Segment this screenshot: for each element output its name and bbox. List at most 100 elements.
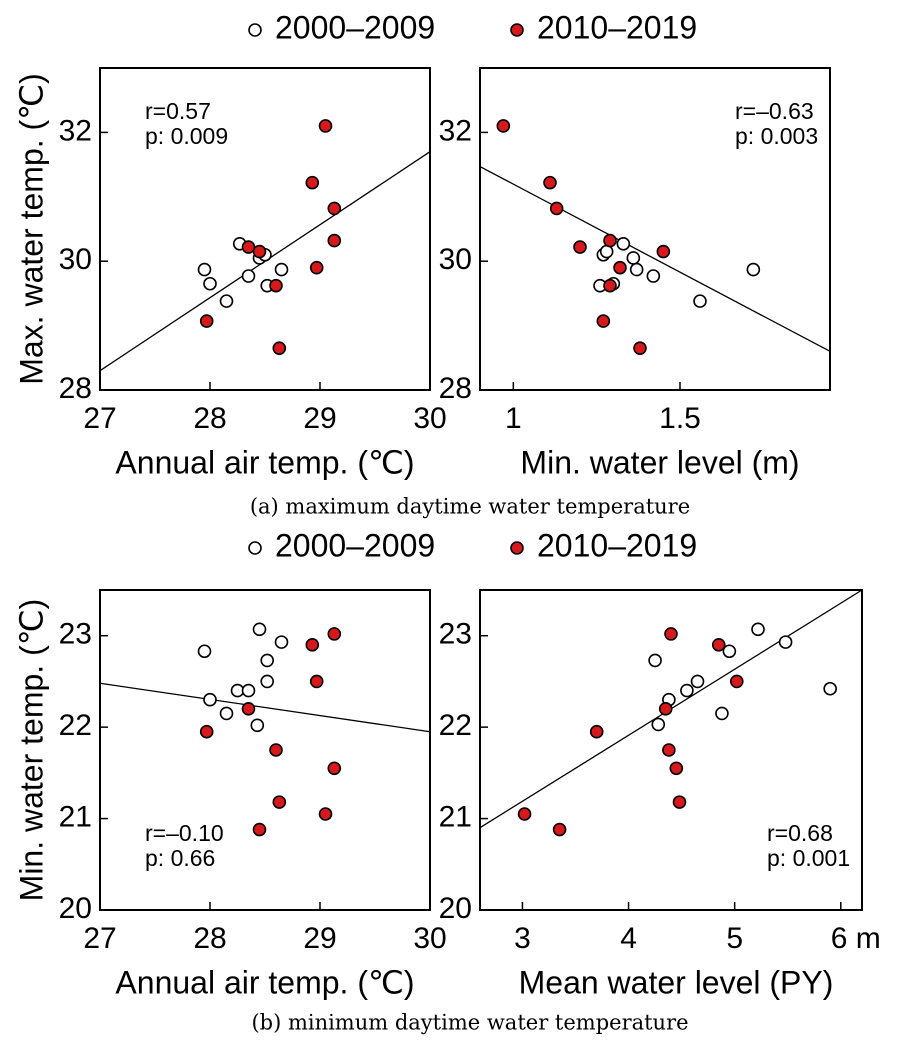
scatter-point bbox=[197, 262, 212, 277]
scatter-point bbox=[603, 233, 617, 248]
scatter-point bbox=[274, 262, 289, 277]
trend-line bbox=[479, 165, 831, 352]
y-tick-label: 23 bbox=[59, 618, 92, 651]
scatter-point bbox=[613, 260, 627, 275]
x-tick-label: 5 bbox=[726, 922, 743, 955]
x-tick-label: 1 bbox=[505, 402, 522, 435]
scatter-point bbox=[272, 341, 287, 355]
scatter-point bbox=[646, 269, 661, 283]
scatter-point bbox=[626, 251, 641, 265]
scatter-point bbox=[552, 822, 567, 837]
y-tick-label: 20 bbox=[439, 892, 472, 925]
x-tick-label: 28 bbox=[193, 922, 226, 955]
scatter-point bbox=[651, 717, 666, 732]
caption: (a) maximum daytime water temperature bbox=[250, 495, 690, 519]
scatter-point bbox=[690, 674, 705, 689]
x-tick-label: 30 bbox=[413, 402, 446, 435]
x-tick-label: 1.5 bbox=[659, 402, 701, 435]
scatter-point bbox=[648, 653, 662, 668]
scatter-point bbox=[664, 627, 678, 641]
legend-label: 2010–2019 bbox=[537, 9, 697, 45]
legend-marker bbox=[248, 23, 262, 37]
scatter-point bbox=[274, 635, 289, 649]
scatter-point bbox=[823, 681, 837, 696]
scatter-point bbox=[318, 119, 333, 133]
annotation: r=0.68 bbox=[767, 820, 833, 846]
scatter-point bbox=[662, 743, 676, 757]
plot-frame bbox=[479, 589, 863, 911]
y-axis-title: Max. water temp. (℃) bbox=[13, 73, 49, 385]
scatter-point bbox=[746, 262, 761, 277]
scatter-point bbox=[327, 233, 342, 248]
y-axis-title: Min. water temp. (℃) bbox=[13, 599, 49, 902]
annotation: p: 0.001 bbox=[767, 845, 850, 871]
scatter-point bbox=[230, 683, 245, 698]
legend-label: 2010–2019 bbox=[537, 527, 697, 563]
y-tick-label: 32 bbox=[59, 114, 92, 147]
y-tick-label: 21 bbox=[439, 800, 472, 833]
scatter-point bbox=[250, 718, 265, 733]
y-tick-label: 22 bbox=[59, 709, 92, 742]
x-tick-label: 4 bbox=[620, 922, 637, 955]
scatter-point bbox=[305, 638, 320, 652]
scatter-point bbox=[496, 119, 511, 133]
scatter-point bbox=[589, 724, 604, 739]
scatter-point bbox=[327, 627, 342, 641]
scatter-point bbox=[722, 644, 737, 659]
scatter-point bbox=[711, 638, 726, 652]
y-tick-label: 22 bbox=[439, 709, 472, 742]
x-axis-title: Mean water level (PY) bbox=[519, 964, 834, 1000]
scatter-point bbox=[633, 341, 647, 355]
legend-marker bbox=[248, 541, 262, 555]
plot-frame bbox=[99, 67, 431, 391]
scatter-point bbox=[241, 702, 256, 716]
scatter-point bbox=[197, 644, 212, 659]
scatter-point bbox=[327, 201, 342, 216]
scatter-point bbox=[596, 314, 611, 328]
scatter-point bbox=[629, 262, 644, 277]
scatter-point bbox=[199, 724, 214, 739]
scatter-point bbox=[241, 269, 256, 283]
scatter-point bbox=[309, 260, 324, 275]
scatter-point bbox=[680, 683, 694, 698]
scatter-point bbox=[658, 702, 673, 716]
y-tick-label: 32 bbox=[439, 114, 472, 147]
y-tick-label: 28 bbox=[439, 372, 472, 405]
scatter-point bbox=[309, 674, 324, 689]
x-axis-title: Annual air temp. (℃) bbox=[115, 444, 414, 480]
scatter-point bbox=[573, 240, 587, 254]
scatter-point bbox=[203, 692, 217, 707]
scatter-point bbox=[272, 795, 287, 809]
x-axis-title: Annual air temp. (℃) bbox=[115, 964, 414, 1000]
scatter-point bbox=[751, 622, 765, 637]
x-tick-label: 6 m bbox=[831, 922, 881, 955]
scatter-point bbox=[517, 807, 532, 821]
scatter-point bbox=[203, 276, 217, 291]
scatter-point bbox=[219, 294, 234, 308]
y-tick-label: 28 bbox=[59, 372, 92, 405]
scatter-point bbox=[715, 706, 729, 721]
scatter-point bbox=[672, 795, 687, 809]
x-axis-title: Min. water level (m) bbox=[520, 444, 799, 480]
scatter-point bbox=[693, 294, 707, 308]
plot-frame bbox=[99, 589, 431, 911]
legend-marker bbox=[510, 23, 524, 37]
annotation: r=–0.63 bbox=[735, 98, 814, 124]
scatter-point bbox=[549, 201, 564, 216]
scatter-point bbox=[599, 244, 614, 259]
scatter-point bbox=[543, 175, 557, 190]
scatter-point bbox=[327, 761, 342, 776]
x-tick-label: 29 bbox=[303, 922, 336, 955]
x-tick-label: 3 bbox=[514, 922, 531, 955]
y-tick-label: 30 bbox=[439, 243, 472, 276]
scatter-point bbox=[252, 622, 267, 637]
y-tick-label: 30 bbox=[59, 243, 92, 276]
y-tick-label: 23 bbox=[439, 618, 472, 651]
x-tick-label: 28 bbox=[193, 402, 226, 435]
scatter-point bbox=[260, 674, 275, 689]
caption: (b) minimum daytime water temperature bbox=[251, 1011, 688, 1035]
trend-line bbox=[99, 682, 431, 733]
scatter-point bbox=[260, 653, 275, 668]
scatter-point bbox=[269, 743, 283, 757]
